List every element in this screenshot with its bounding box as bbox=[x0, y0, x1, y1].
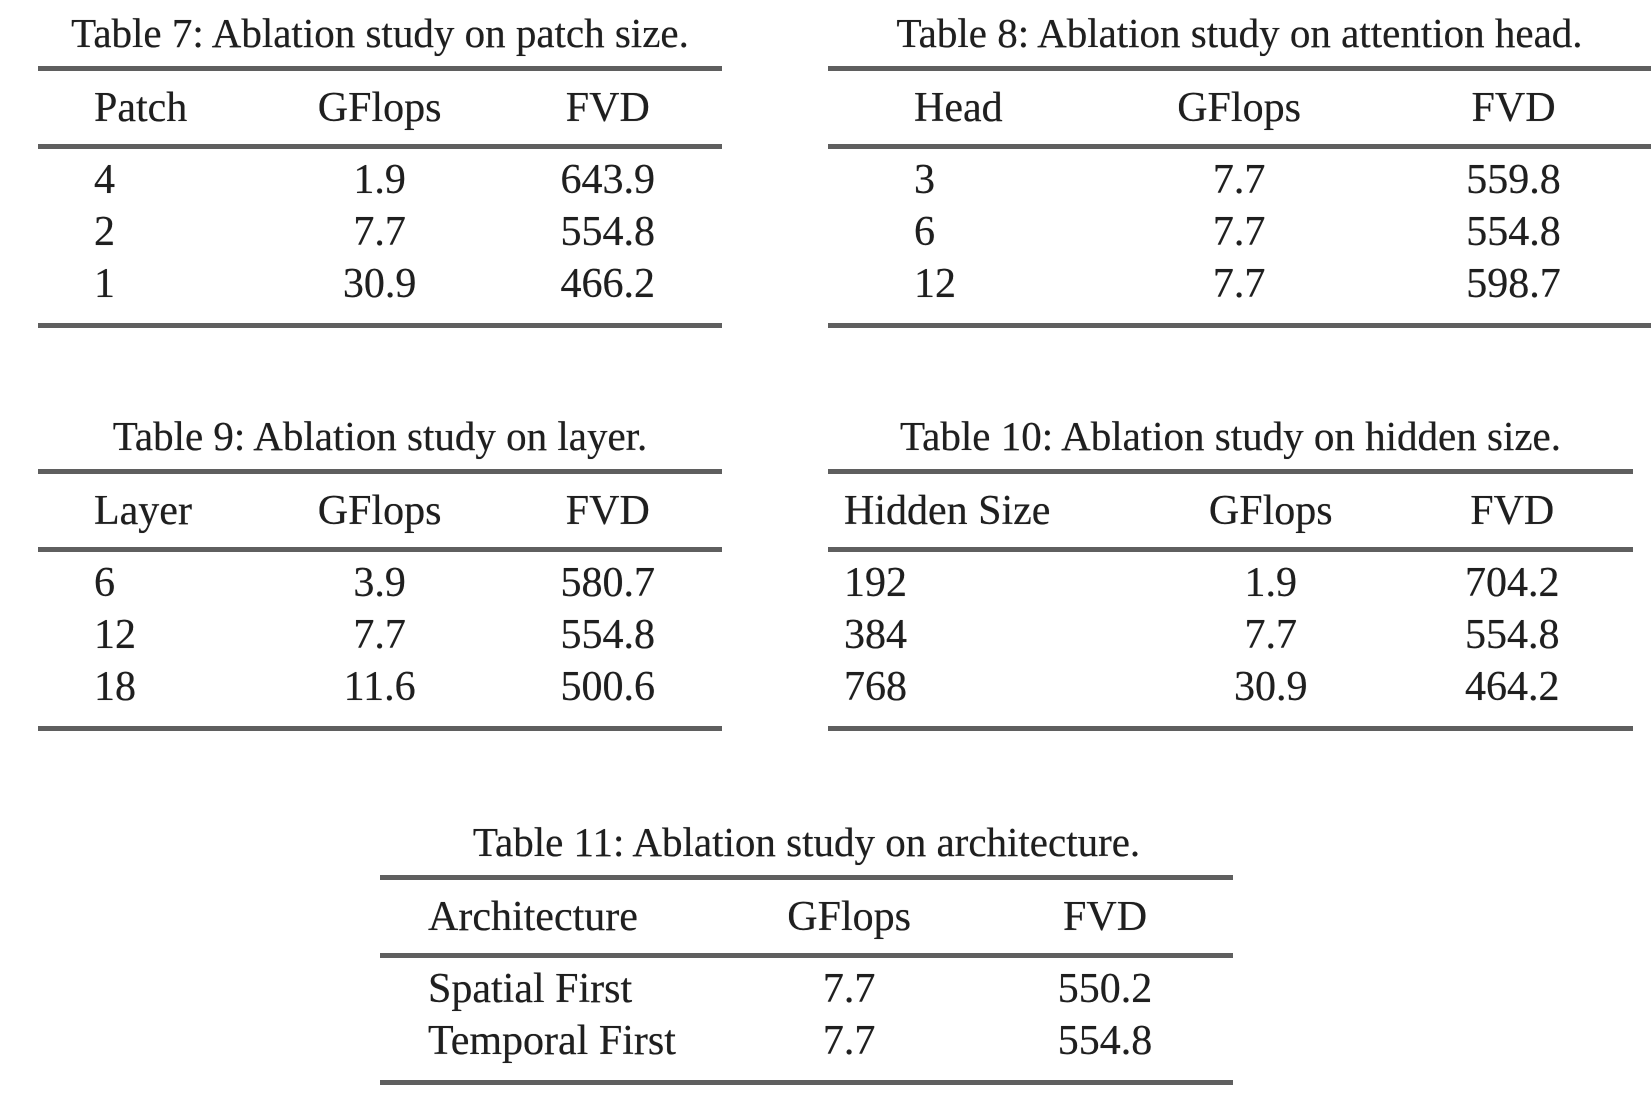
t10-header-hidden-size: Hidden Size bbox=[828, 471, 1150, 553]
cell: 384 bbox=[844, 612, 907, 659]
t11-header-fvd: FVD bbox=[977, 877, 1233, 959]
cell: 554.8 bbox=[1465, 612, 1560, 659]
cell: Spatial First bbox=[428, 966, 633, 1013]
cell: 704.2 bbox=[1465, 560, 1560, 607]
table-row: 12 7.7 554.8 bbox=[38, 609, 722, 661]
cell: 1 bbox=[94, 261, 115, 308]
table-row: 18 11.6 500.6 bbox=[38, 661, 722, 729]
table-9-section: Table 9: Ablation study on layer. Layer … bbox=[38, 413, 722, 732]
cell: 7.7 bbox=[822, 966, 876, 1013]
cell: Temporal First bbox=[428, 1018, 676, 1065]
table-row: 384 7.7 554.8 bbox=[828, 609, 1633, 661]
cell: 3.9 bbox=[353, 560, 406, 607]
table-10-header-row: Hidden Size GFlops FVD bbox=[828, 471, 1633, 553]
cell: 7.7 bbox=[1212, 157, 1266, 204]
cell: 30.9 bbox=[342, 261, 417, 308]
cell: 6 bbox=[94, 560, 115, 607]
t8-header-gflops: GFlops bbox=[1102, 68, 1377, 150]
cell: 768 bbox=[844, 664, 907, 711]
table-row: 6 7.7 554.8 bbox=[828, 206, 1651, 258]
cell: 6 bbox=[914, 209, 935, 256]
cell: 554.8 bbox=[1057, 1018, 1153, 1065]
table-11-section: Table 11: Ablation study on architecture… bbox=[380, 819, 1233, 1086]
t7-header-fvd: FVD bbox=[493, 68, 722, 150]
cell: 7.7 bbox=[353, 612, 406, 659]
table-row: Spatial First 7.7 550.2 bbox=[380, 956, 1233, 1016]
cell: 11.6 bbox=[343, 664, 416, 711]
t9-header-gflops: GFlops bbox=[265, 471, 494, 553]
table-row: 4 1.9 643.9 bbox=[38, 147, 722, 207]
t10-header-fvd: FVD bbox=[1391, 471, 1633, 553]
table-row: 768 30.9 464.2 bbox=[828, 661, 1633, 729]
cell: 192 bbox=[844, 560, 907, 607]
t11-header-architecture: Architecture bbox=[380, 877, 722, 959]
cell: 12 bbox=[94, 612, 136, 659]
cell: 554.8 bbox=[560, 209, 656, 256]
table-row: 6 3.9 580.7 bbox=[38, 550, 722, 610]
cell: 464.2 bbox=[1465, 664, 1560, 711]
table-row: Temporal First 7.7 554.8 bbox=[380, 1015, 1233, 1083]
cell: 554.8 bbox=[1466, 209, 1561, 256]
t8-header-head: Head bbox=[828, 68, 1103, 150]
cell: 18 bbox=[94, 664, 136, 711]
table-row: 2 7.7 554.8 bbox=[38, 206, 722, 258]
table-10: Hidden Size GFlops FVD 192 1.9 704.2 384… bbox=[828, 469, 1633, 732]
table-7-caption: Table 7: Ablation study on patch size. bbox=[71, 10, 689, 56]
table-8-header-row: Head GFlops FVD bbox=[828, 68, 1651, 150]
table-7-section: Table 7: Ablation study on patch size. P… bbox=[38, 10, 722, 329]
cell: 500.6 bbox=[560, 664, 656, 711]
table-11-header-row: Architecture GFlops FVD bbox=[380, 877, 1233, 959]
cell: 4 bbox=[94, 157, 115, 204]
t11-header-gflops: GFlops bbox=[721, 877, 978, 959]
table-8-caption: Table 8: Ablation study on attention hea… bbox=[896, 10, 1583, 56]
table-row: 1 30.9 466.2 bbox=[38, 258, 722, 326]
table-9-caption: Table 9: Ablation study on layer. bbox=[112, 413, 648, 459]
t9-header-layer: Layer bbox=[38, 471, 266, 553]
cell: 598.7 bbox=[1466, 261, 1561, 308]
t10-header-gflops: GFlops bbox=[1150, 471, 1392, 553]
table-7-header-row: Patch GFlops FVD bbox=[38, 68, 722, 150]
table-9: Layer GFlops FVD 6 3.9 580.7 12 7.7 554.… bbox=[38, 469, 722, 732]
cell: 1.9 bbox=[1244, 560, 1298, 607]
table-11-caption: Table 11: Ablation study on architecture… bbox=[472, 819, 1141, 865]
table-10-section: Table 10: Ablation study on hidden size.… bbox=[828, 413, 1633, 732]
cell: 7.7 bbox=[1212, 261, 1266, 308]
cell: 643.9 bbox=[560, 157, 656, 204]
cell: 7.7 bbox=[1212, 209, 1266, 256]
cell: 12 bbox=[914, 261, 956, 308]
table-11: Architecture GFlops FVD Spatial First 7.… bbox=[380, 875, 1233, 1086]
cell: 466.2 bbox=[560, 261, 656, 308]
cell: 30.9 bbox=[1234, 664, 1308, 711]
t8-header-fvd: FVD bbox=[1376, 68, 1651, 150]
cell: 1.9 bbox=[353, 157, 406, 204]
t9-header-fvd: FVD bbox=[493, 471, 722, 553]
table-row: 3 7.7 559.8 bbox=[828, 147, 1651, 207]
table-7: Patch GFlops FVD 4 1.9 643.9 2 7.7 554.8… bbox=[38, 66, 722, 329]
cell: 7.7 bbox=[822, 1018, 876, 1065]
cell: 3 bbox=[914, 157, 935, 204]
table-8: Head GFlops FVD 3 7.7 559.8 6 7.7 554.8 … bbox=[828, 66, 1651, 329]
cell: 2 bbox=[94, 209, 115, 256]
t7-header-patch: Patch bbox=[38, 68, 266, 150]
table-row: 192 1.9 704.2 bbox=[828, 550, 1633, 610]
cell: 7.7 bbox=[353, 209, 406, 256]
table-row: 12 7.7 598.7 bbox=[828, 258, 1651, 326]
cell: 7.7 bbox=[1244, 612, 1298, 659]
t7-header-gflops: GFlops bbox=[265, 68, 494, 150]
cell: 559.8 bbox=[1466, 157, 1561, 204]
cell: 550.2 bbox=[1057, 966, 1153, 1013]
cell: 580.7 bbox=[560, 560, 656, 607]
table-8-section: Table 8: Ablation study on attention hea… bbox=[828, 10, 1651, 329]
table-9-header-row: Layer GFlops FVD bbox=[38, 471, 722, 553]
cell: 554.8 bbox=[560, 612, 656, 659]
table-10-caption: Table 10: Ablation study on hidden size. bbox=[899, 413, 1561, 459]
